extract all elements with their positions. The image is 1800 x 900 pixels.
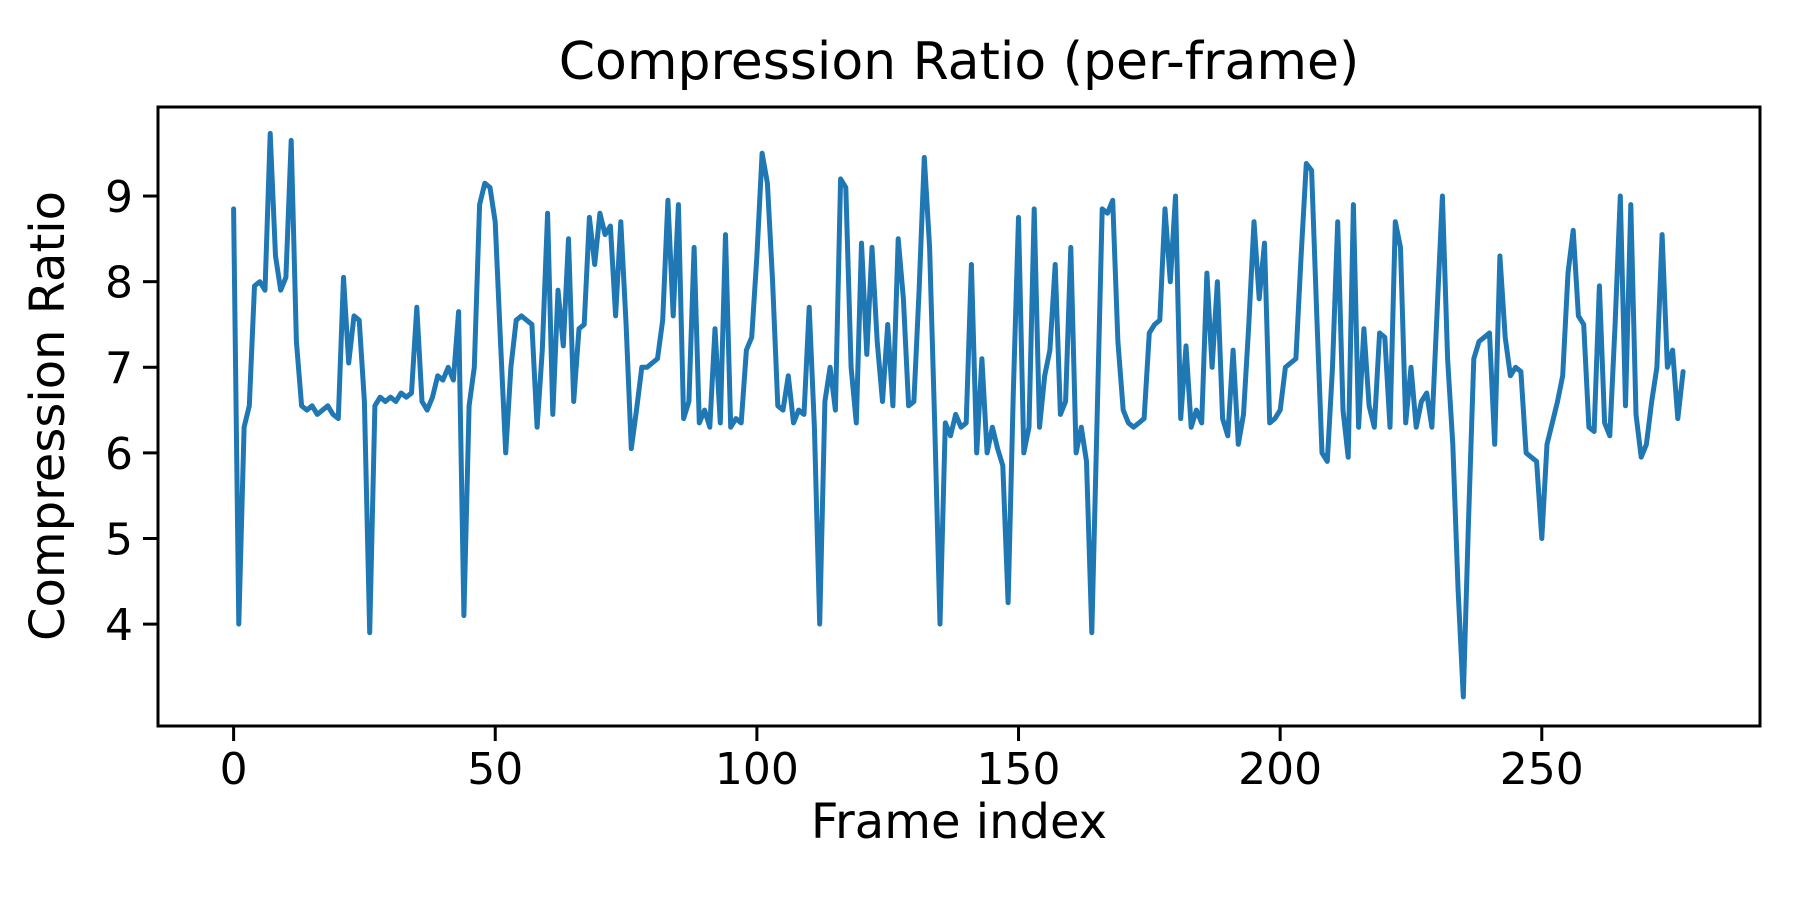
- y-tick-label: 7: [105, 343, 133, 394]
- axes-spines: [156, 105, 1762, 728]
- y-tick-label: 4: [105, 600, 133, 651]
- x-tick-label: 150: [977, 744, 1061, 795]
- y-axis-label: Compression Ratio: [20, 191, 76, 641]
- series-line: [231, 131, 1686, 700]
- x-axis-label: Frame index: [810, 794, 1108, 850]
- x-tick-label: 50: [467, 744, 523, 795]
- y-tick-label: 6: [105, 429, 133, 480]
- x-tick-label: 0: [220, 744, 248, 795]
- y-tick-label: 8: [105, 258, 133, 309]
- x-tick-label: 250: [1500, 744, 1584, 795]
- x-tick-label: 200: [1238, 744, 1322, 795]
- x-tick-label: 100: [715, 744, 799, 795]
- y-tick-label: 9: [105, 172, 133, 223]
- y-tick-label: 5: [105, 515, 133, 566]
- chart-title: Compression Ratio (per-frame): [558, 32, 1360, 92]
